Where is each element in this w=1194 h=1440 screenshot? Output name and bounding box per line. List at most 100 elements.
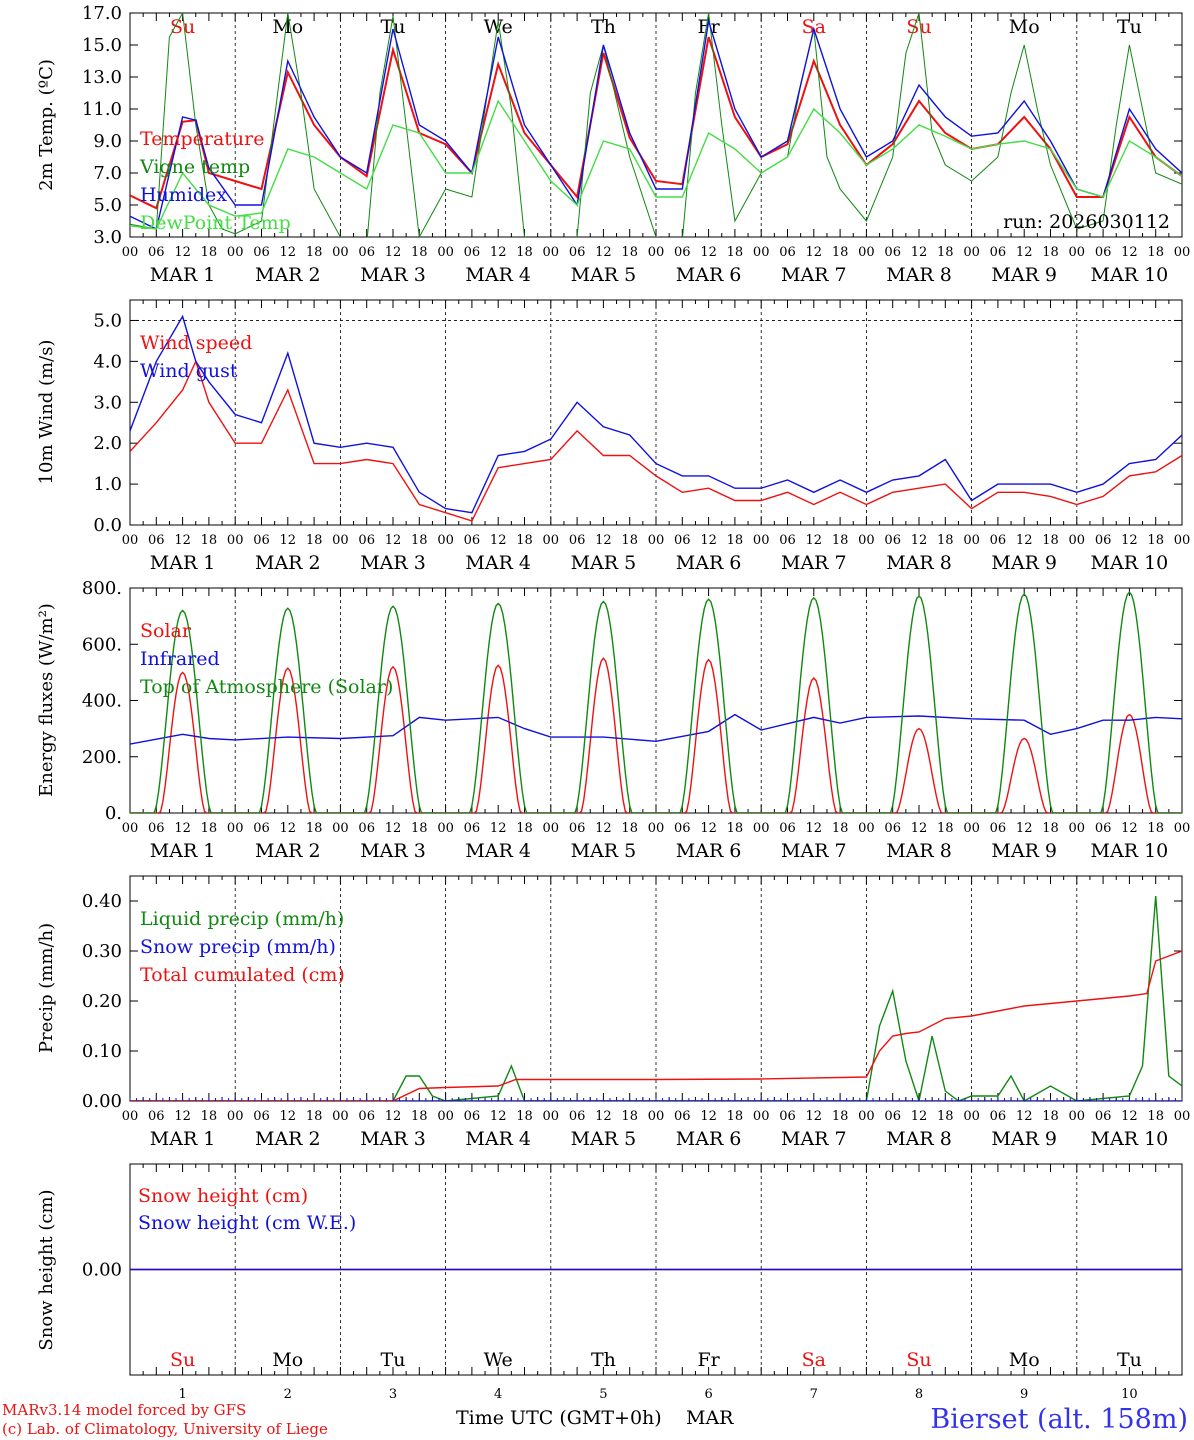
hour-tick-label: 00 <box>227 245 244 260</box>
hour-tick-label: 18 <box>832 533 849 548</box>
date-label: MAR 2 <box>255 552 321 574</box>
y-tick-label: 9.0 <box>93 131 122 152</box>
legend-humidex: Humidex <box>140 184 227 206</box>
hour-tick-label: 00 <box>543 821 560 836</box>
hour-tick-label: 00 <box>227 821 244 836</box>
hour-tick-label: 06 <box>148 533 165 548</box>
hour-tick-label: 06 <box>358 1109 375 1124</box>
legend-temperature: Temperature <box>140 128 264 150</box>
hour-tick-label: 18 <box>1147 245 1164 260</box>
hour-tick-label: 18 <box>832 821 849 836</box>
hour-tick-label: 06 <box>253 533 270 548</box>
series-group <box>130 591 1182 813</box>
hour-tick-label: 18 <box>937 533 954 548</box>
day-number: 3 <box>389 1387 397 1402</box>
chart-panels: 3.05.07.09.011.013.015.017.02m Temp. (ºC… <box>36 3 1190 1402</box>
hour-tick-label: 12 <box>911 245 928 260</box>
hour-tick-label: 18 <box>516 533 533 548</box>
panel-frame <box>129 587 1183 814</box>
hour-tick-label: 18 <box>832 245 849 260</box>
hour-tick-label: 00 <box>648 245 665 260</box>
hour-tick-label: 06 <box>990 1109 1007 1124</box>
hour-tick-label: 06 <box>1095 821 1112 836</box>
hour-tick-label: 00 <box>1174 245 1191 260</box>
y-tick-label: 0.00 <box>82 1260 122 1281</box>
hour-tick-label: 18 <box>1042 1109 1059 1124</box>
date-label: MAR 10 <box>1091 1128 1169 1150</box>
day-name: Su <box>170 16 195 38</box>
hour-tick-label: 00 <box>332 821 349 836</box>
hour-tick-label: 12 <box>595 533 612 548</box>
legend-snow-precip: Snow precip (mm/h) <box>140 936 336 958</box>
hour-tick-label: 00 <box>963 533 980 548</box>
hour-tick-label: 00 <box>858 821 875 836</box>
date-label: MAR 3 <box>360 840 426 862</box>
y-tick-label: 5.0 <box>93 195 122 216</box>
day-name: Su <box>906 16 931 38</box>
y-tick-label: 0.00 <box>82 1091 122 1112</box>
hour-tick-label: 00 <box>437 533 454 548</box>
hour-tick-label: 18 <box>1042 533 1059 548</box>
hour-tick-label: 12 <box>700 533 717 548</box>
day-number: 10 <box>1121 1387 1138 1402</box>
date-label: MAR 5 <box>571 552 637 574</box>
legend-infrared: Infrared <box>140 648 220 670</box>
hour-tick-label: 00 <box>648 821 665 836</box>
series-solar <box>130 657 1182 813</box>
series-group <box>130 314 1182 522</box>
y-tick-label: 200. <box>82 747 122 768</box>
hour-tick-label: 18 <box>621 533 638 548</box>
hour-tick-label: 00 <box>122 245 139 260</box>
series-total-cumulated-cm- <box>130 950 1182 1101</box>
date-label: MAR 9 <box>991 264 1057 286</box>
date-label: MAR 8 <box>886 1128 952 1150</box>
hour-tick-label: 18 <box>201 533 218 548</box>
hour-tick-label: 18 <box>201 821 218 836</box>
hour-tick-label: 18 <box>306 533 323 548</box>
y-tick-label: 15.0 <box>82 35 122 56</box>
panel-3: 0. 200. 400. 600. 800. Energy fluxes (W/m²) 00… <box>36 578 1190 862</box>
y-tick-label: 17.0 <box>82 3 122 24</box>
hour-tick-label: 12 <box>911 1109 928 1124</box>
date-label: MAR 2 <box>255 840 321 862</box>
date-label: MAR 2 <box>255 1128 321 1150</box>
date-label: MAR 4 <box>465 1128 531 1150</box>
hour-tick-label: 12 <box>280 821 297 836</box>
hour-tick-label: 12 <box>595 821 612 836</box>
date-label: MAR 9 <box>991 840 1057 862</box>
hour-tick-label: 18 <box>306 1109 323 1124</box>
y-tick-label: 400. <box>82 691 122 712</box>
hour-tick-label: 12 <box>385 1109 402 1124</box>
hour-tick-label: 18 <box>727 533 744 548</box>
hour-tick-label: 06 <box>358 245 375 260</box>
day-name: Fr <box>697 16 720 38</box>
day-number: 4 <box>494 1387 502 1402</box>
panel-5: 0.00 Snow height (cm) Su Mo Tu We Th Fr Sa Su Mo Tu… <box>36 1163 1183 1402</box>
hour-tick-label: 12 <box>174 821 191 836</box>
y-tick-label: 7.0 <box>93 163 122 184</box>
hour-tick-label: 06 <box>569 1109 586 1124</box>
date-label: MAR 7 <box>781 840 847 862</box>
hour-tick-label: 06 <box>464 1109 481 1124</box>
hour-tick-label: 06 <box>779 533 796 548</box>
day-name: Fr <box>697 1349 720 1371</box>
hour-tick-label: 18 <box>411 533 428 548</box>
hour-tick-label: 12 <box>595 245 612 260</box>
date-label: MAR 5 <box>571 264 637 286</box>
hour-tick-label: 12 <box>806 1109 823 1124</box>
hour-tick-label: 12 <box>1121 245 1138 260</box>
hour-tick-label: 00 <box>753 1109 770 1124</box>
day-name: Mo <box>272 16 303 38</box>
day-name: Tu <box>1117 1349 1142 1371</box>
hour-tick-label: 18 <box>937 245 954 260</box>
hour-tick-label: 06 <box>674 533 691 548</box>
series-liquid-precip-mm-h- <box>130 895 1182 1101</box>
hour-tick-label: 00 <box>227 1109 244 1124</box>
date-label: MAR 5 <box>571 840 637 862</box>
y-tick-label: 0. <box>105 803 122 824</box>
y-axis-label: Snow height (cm) <box>36 1189 57 1350</box>
hour-tick-label: 18 <box>201 245 218 260</box>
date-label: MAR 9 <box>991 552 1057 574</box>
hour-tick-label: 00 <box>753 245 770 260</box>
